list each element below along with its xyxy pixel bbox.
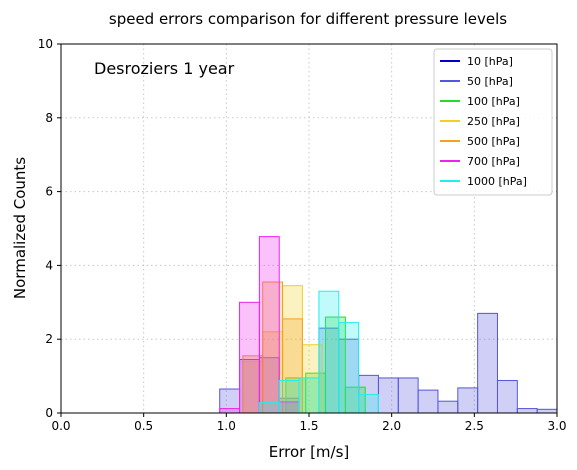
axis-ticks: 0.0 0.5 1.0 1.5 2.0 2.5 3.0 0 2 4 6 8 10: [38, 37, 567, 433]
legend-label: 1000 [hPa]: [467, 175, 527, 188]
x-axis-label: Error [m/s]: [269, 443, 350, 461]
histogram-bar: [417, 389, 439, 414]
y-tick-label: 2: [45, 332, 53, 346]
histogram-bar: [437, 400, 459, 414]
histogram-bar: [298, 377, 320, 414]
legend-box: [433, 48, 553, 196]
legend-label: 250 [hPa]: [467, 115, 520, 128]
x-tick-label: 0.0: [51, 419, 70, 433]
histogram-bar: [457, 387, 479, 414]
histogram-bar: [258, 402, 280, 414]
x-tick-label: 1.0: [217, 419, 236, 433]
legend-label: 50 [hPa]: [467, 75, 513, 88]
x-tick-label: 3.0: [547, 419, 566, 433]
histogram-bar: [278, 380, 300, 414]
x-tick-label: 2.5: [465, 419, 484, 433]
histogram-bars: [219, 236, 558, 414]
histogram-bar: [516, 408, 538, 414]
y-axis-label: Normalized Counts: [11, 157, 29, 299]
histogram-bar: [338, 322, 360, 414]
legend-label: 100 [hPa]: [467, 95, 520, 108]
y-tick-label: 8: [45, 111, 53, 125]
histogram-bar: [377, 377, 399, 414]
legend-label: 10 [hPa]: [467, 55, 513, 68]
legend: 10 [hPa] 50 [hPa] 100 [hPa] 250 [hPa] 500 [h…: [433, 48, 553, 196]
chart-title: speed errors comparison for different pr…: [109, 10, 507, 28]
x-tick-label: 1.5: [299, 419, 318, 433]
histogram-bar: [239, 301, 260, 414]
legend-label: 500 [hPa]: [467, 135, 520, 148]
legend-label: 700 [hPa]: [467, 155, 520, 168]
histogram-bar: [477, 312, 498, 414]
y-tick-label: 6: [45, 185, 53, 199]
histogram-bar: [358, 394, 379, 414]
y-tick-label: 4: [45, 258, 53, 272]
y-tick-label: 0: [45, 406, 53, 420]
histogram-bar: [318, 290, 340, 414]
histogram-bar: [536, 408, 558, 414]
histogram-bar: [258, 236, 280, 414]
plot-annotation: Desroziers 1 year: [94, 59, 235, 78]
histogram-bar: [496, 380, 518, 414]
y-tick-label: 10: [38, 37, 53, 51]
x-tick-label: 0.5: [134, 419, 153, 433]
histogram-bar: [397, 377, 419, 414]
x-tick-label: 2.0: [382, 419, 401, 433]
histogram-bar: [219, 408, 241, 414]
